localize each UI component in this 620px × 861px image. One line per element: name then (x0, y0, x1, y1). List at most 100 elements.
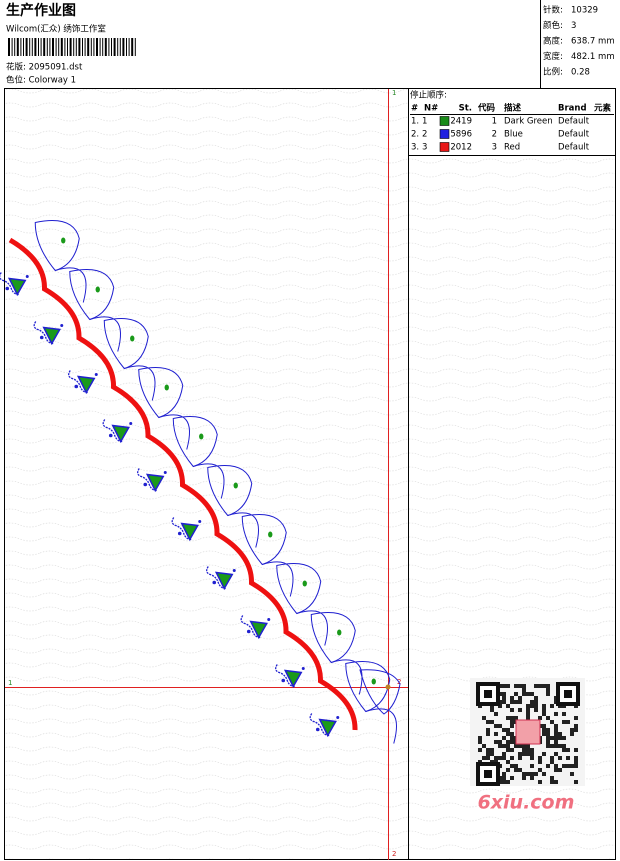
bar (64, 38, 66, 56)
row-code: 2 (492, 130, 497, 140)
row-description: Blue (504, 130, 523, 140)
bud (39, 335, 44, 340)
qr-cell (482, 716, 486, 720)
qr-cell (502, 736, 506, 740)
qr-cell (498, 740, 502, 744)
row-brand: Default (558, 117, 590, 127)
qr-cell (574, 760, 578, 764)
flower (42, 326, 61, 346)
qr-cell (574, 764, 578, 768)
qr-cell (574, 780, 578, 784)
stat-label: 比例: (543, 67, 563, 78)
stat-value: 482.1 mm (571, 52, 615, 62)
qr-cell (542, 708, 546, 712)
qr-cell (550, 720, 554, 724)
row-index: 3. (411, 143, 419, 153)
qr-cell (526, 772, 530, 776)
blue-scroll (309, 713, 330, 737)
bud (198, 520, 202, 523)
qr-cell (558, 756, 562, 760)
qr-cell (562, 712, 566, 716)
bar (46, 38, 48, 56)
qr-cell (502, 756, 506, 760)
qr-cell (522, 772, 526, 776)
blue-arc (262, 561, 294, 597)
qr-cell (514, 692, 518, 696)
column-header: 代码 (477, 103, 496, 114)
blue-scroll (275, 664, 296, 688)
column-header: St. (459, 104, 472, 114)
bud (267, 618, 271, 621)
embroidery-design (0, 220, 401, 744)
qr-cell (514, 768, 518, 772)
bar (122, 38, 125, 56)
qr-cell (522, 684, 526, 688)
qr-cell (494, 756, 498, 760)
qr-cell (550, 736, 554, 740)
green-dot (337, 629, 342, 636)
stat-label: 宽度: (543, 51, 563, 62)
qr-cell (542, 704, 546, 708)
qr-cell (486, 748, 490, 752)
stat-label: 针数: (543, 5, 563, 16)
qr-cell (514, 684, 518, 688)
qr-cell (498, 744, 502, 748)
row-n: 2 (422, 130, 427, 140)
qr-cell (534, 704, 538, 708)
blue-arc (89, 316, 122, 352)
qr-cell (554, 732, 558, 736)
qr-cell (546, 732, 550, 736)
qr-cell (490, 748, 494, 752)
row-n: 3 (422, 143, 427, 153)
qr-cell (502, 776, 506, 780)
blue-arc (227, 512, 260, 548)
bud (5, 286, 10, 291)
qr-cell (522, 744, 526, 748)
red-border (8, 237, 358, 731)
qr-cell (486, 752, 490, 756)
qr-cell (574, 748, 578, 752)
bar (69, 38, 72, 56)
qr-cell (510, 708, 514, 712)
bar (99, 38, 101, 56)
bar (93, 38, 95, 56)
qr-cell (494, 724, 498, 728)
qr-cell (478, 748, 482, 752)
qr-cell (534, 684, 538, 688)
qr-cell (542, 684, 546, 688)
bud (25, 275, 29, 278)
qr-cell (566, 720, 570, 724)
qr-cell (530, 756, 534, 760)
bar (134, 38, 136, 56)
blue-arc (193, 463, 225, 499)
qr-cell (510, 740, 514, 744)
qr-cell (550, 704, 554, 708)
qr-cell (570, 728, 574, 732)
qr-cell (478, 736, 482, 740)
colorway: 色位: Colorway 1 (6, 75, 76, 86)
qr-cell (518, 752, 522, 756)
blue-scroll (171, 517, 192, 541)
green-dot (95, 286, 100, 293)
qr-cell (522, 692, 526, 696)
blue-leaf (103, 318, 149, 370)
qr-cell (530, 776, 534, 780)
qr-finder-core (484, 690, 492, 698)
qr-cell (514, 744, 518, 748)
blue-leaf (138, 367, 184, 419)
column-header: Brand (558, 104, 587, 114)
bar (40, 38, 42, 56)
blue-arc (365, 708, 398, 744)
qr-cell (562, 720, 566, 724)
qr-cell (554, 736, 558, 740)
row-st: 2419 (450, 117, 472, 127)
qr-cell (486, 728, 490, 732)
blue-leaf (207, 465, 253, 517)
green-dot (233, 482, 238, 489)
flower (318, 718, 337, 738)
qr-cell (546, 736, 550, 740)
bar (131, 38, 134, 56)
subtitle: Wilcom(汇众) 绣饰工作室 (6, 24, 106, 35)
bar (102, 38, 104, 56)
qr-cell (518, 684, 522, 688)
